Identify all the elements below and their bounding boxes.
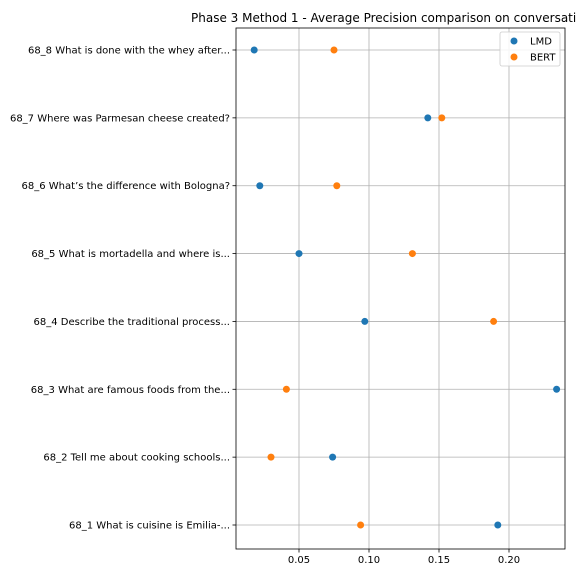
legend-label-bert: BERT [530, 53, 556, 64]
legend: LMD BERT [499, 31, 561, 67]
points-layer [250, 46, 561, 529]
point-bert-3 [282, 385, 290, 393]
point-bert-7 [438, 114, 446, 122]
grid-layer [236, 28, 565, 549]
y-tick-label: 68_3 What are famous foods from the... [31, 385, 230, 396]
y-tick-label: 68_7 Where was Parmesan cheese created? [10, 113, 230, 124]
x-tick-label: 0.15 [428, 555, 450, 566]
y-tick-layer: 68_1 What is cuisine is Emilia-... 68_2 T… [10, 46, 236, 532]
y-tick-label: 68_2 Tell me about cooking schools... [43, 453, 230, 464]
point-lmd-5 [295, 250, 303, 258]
point-bert-6 [333, 182, 341, 190]
point-lmd-8 [250, 46, 258, 54]
point-bert-1 [357, 521, 365, 529]
x-tick-label: 0.10 [358, 555, 380, 566]
y-tick-label: 68_1 What is cuisine is Emilia-... [69, 521, 230, 532]
point-lmd-6 [256, 182, 264, 190]
x-tick-label: 0.20 [498, 555, 520, 566]
y-tick-label: 68_5 What is mortadella and where is... [31, 249, 230, 260]
x-tick-label: 0.05 [288, 555, 310, 566]
y-tick-label: 68_6 What’s the difference with Bologna? [22, 181, 230, 192]
legend-marker-lmd [510, 37, 518, 45]
point-lmd-3 [553, 385, 561, 393]
point-lmd-4 [361, 317, 369, 325]
y-tick-label: 68_4 Describe the traditional process... [34, 317, 230, 328]
point-bert-5 [408, 250, 416, 258]
point-lmd-2 [329, 453, 337, 461]
point-lmd-7 [424, 114, 432, 122]
x-tick-layer: 0.05 0.10 0.15 0.20 [288, 549, 520, 566]
legend-marker-bert [510, 53, 518, 61]
point-bert-8 [330, 46, 338, 54]
chart-title: Phase 3 Method 1 - Average Precision com… [191, 11, 576, 25]
plot-frame [235, 27, 566, 550]
legend-label-lmd: LMD [530, 37, 552, 48]
point-bert-2 [267, 453, 275, 461]
y-tick-label: 68_8 What is done with the whey after... [28, 46, 230, 57]
point-lmd-1 [494, 521, 502, 529]
point-bert-4 [490, 317, 498, 325]
